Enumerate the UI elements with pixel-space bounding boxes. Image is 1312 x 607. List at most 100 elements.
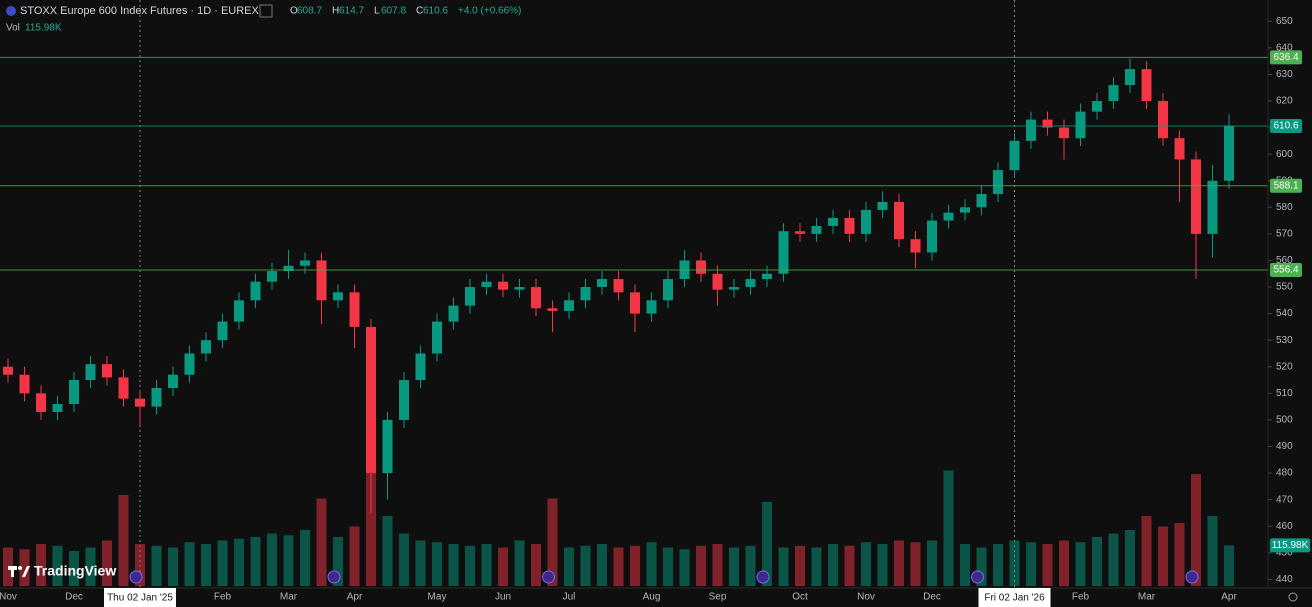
x-tick-label: Apr [347,592,363,603]
volume-bar [217,540,228,586]
candle-body [69,380,79,404]
x-tick-label: Jul [563,592,576,603]
volume-bar [580,545,591,586]
y-tick-label: 630 [1276,69,1293,80]
level-label: 636.4 [1273,52,1298,63]
candle-body [1125,69,1135,86]
candle-body [745,279,756,288]
candle-body [1075,111,1086,139]
candle-body [481,281,492,288]
volume-bar [333,537,343,586]
y-tick-label: 470 [1276,494,1293,505]
candle-body [778,231,789,274]
volume-bar [399,533,409,586]
symbol-icon [6,6,16,16]
volume-bar [712,544,723,586]
x-tick-label: Dec [923,592,941,603]
candle-body [250,281,261,301]
volume-bar [943,470,954,586]
ohlc-label: L [374,6,380,17]
volume-bar [366,453,376,586]
volume-bar [52,545,63,586]
volume-bar [151,545,162,586]
chart-title: STOXX Europe 600 Index Futures · 1D · EU… [20,5,260,17]
crosshair-label: Thu 02 Jan '25 [107,593,173,604]
volume-bar [778,547,789,586]
y-tick-label: 560 [1276,255,1293,266]
candle-body [943,212,954,221]
volume-bar [795,545,805,586]
crosshair-label-box [978,588,1051,607]
volume-bar [762,502,772,586]
event-icon [756,570,770,584]
candle-body [267,271,277,282]
candle-body [910,239,921,253]
volume-bar [646,542,657,586]
level-layer [0,56,1268,271]
x-tick-label: Feb [1072,592,1090,603]
candle-body [432,321,442,354]
volume-bar [927,540,937,586]
x-tick-label: Dec [65,592,83,603]
menu-icon[interactable] [259,4,273,18]
candle-body [52,403,63,412]
volume-bar [1207,516,1218,586]
candle-body [564,300,574,311]
candle-layer [3,58,1234,513]
candle-body [168,374,178,389]
y-tick-label: 640 [1276,42,1293,53]
y-tick-label: 450 [1276,547,1293,558]
candle-body [1224,125,1234,181]
volume-bar [1108,533,1119,586]
event-icon [1185,570,1199,584]
volume-bar [1191,474,1201,586]
volume-bar [1141,516,1152,586]
event-icon [129,570,143,584]
level-label-box [1270,50,1302,65]
candle-body [217,321,228,341]
candle-body [729,287,739,290]
candle-body [349,292,360,327]
candle-body [1092,100,1102,112]
settings-icon[interactable] [1288,592,1298,602]
volume-bar [184,542,195,586]
y-tick-label: 500 [1276,415,1293,426]
x-tick-label: May [428,592,447,603]
event-icon [971,570,984,584]
volume-bar [382,516,393,586]
candle-body [448,305,459,322]
candle-body [927,220,937,253]
event-icon [542,570,555,584]
candle-body [960,207,970,213]
ohlc-label: C [416,6,423,17]
y-tick-label: 580 [1276,202,1293,213]
volume-bar [1042,544,1053,586]
x-tick-label: Feb [214,592,232,603]
y-tick-label: 650 [1276,16,1293,27]
volume-bar [531,544,541,586]
volume-bar [729,547,739,586]
candle-body [663,279,673,301]
candle-body [1141,69,1152,101]
y-tick-label: 570 [1276,229,1293,240]
volume-bar [547,498,558,586]
ohlc-value: 614.7 [339,6,364,17]
volume-bar [1224,545,1234,586]
volume-bar [448,544,459,586]
volume-bar [564,547,574,586]
x-tick-label: Nov [857,592,875,603]
volume-bar [481,544,492,586]
candle-body [1174,138,1185,160]
ohlc-legend: O 608.7 H 614.7 L 607.8 C 610.6 +4.0 (+0.66%) [290,6,521,17]
candle-body [877,201,888,210]
volume-bar [465,545,475,586]
volume-bar [267,533,277,586]
candle-body [547,308,558,311]
candle-body [630,292,640,314]
volume-bar [201,544,211,586]
candle-body [3,366,13,375]
ohlc-label: H [332,6,339,17]
level-label-box [1270,178,1302,193]
candle-body [151,388,162,407]
